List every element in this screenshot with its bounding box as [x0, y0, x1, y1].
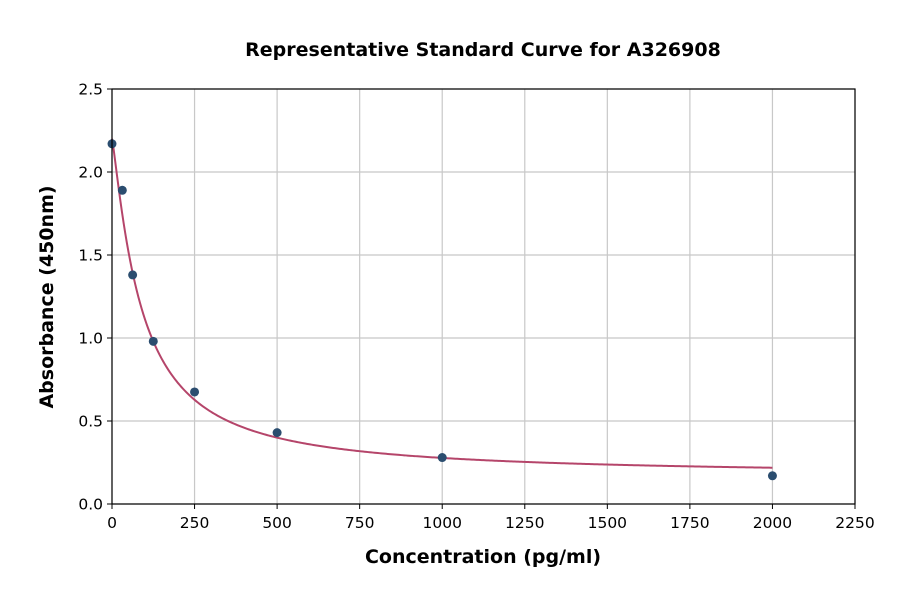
y-tick-label: 1.0	[78, 330, 103, 348]
y-tick-label: 0.5	[78, 413, 103, 431]
data-point	[190, 387, 200, 397]
data-point	[128, 270, 138, 280]
y-tick-label: 2.5	[78, 81, 103, 99]
x-tick-label: 750	[345, 514, 375, 532]
plot-frame	[111, 88, 856, 505]
x-tick-label: 500	[262, 514, 292, 532]
x-tick-label: 2250	[835, 514, 874, 532]
data-point	[117, 185, 127, 195]
x-tick-label: 0	[107, 514, 117, 532]
y-tick-label: 1.5	[78, 247, 103, 265]
y-tick-label: 2.0	[78, 164, 103, 182]
data-point	[437, 453, 447, 463]
chart-title: Representative Standard Curve for A32690…	[245, 39, 721, 61]
x-tick-label: 250	[180, 514, 210, 532]
data-point	[272, 428, 282, 438]
x-axis-label: Concentration (pg/ml)	[365, 546, 601, 568]
x-tick-label: 2000	[753, 514, 792, 532]
x-tick-label: 1250	[505, 514, 544, 532]
y-tick-label: 0.0	[78, 496, 103, 514]
data-point	[148, 336, 158, 346]
data-point	[767, 471, 777, 481]
x-tick-label: 1000	[422, 514, 461, 532]
x-tick-label: 1750	[670, 514, 709, 532]
y-axis-label: Absorbance (450nm)	[36, 185, 58, 408]
x-tick-label: 1500	[588, 514, 627, 532]
